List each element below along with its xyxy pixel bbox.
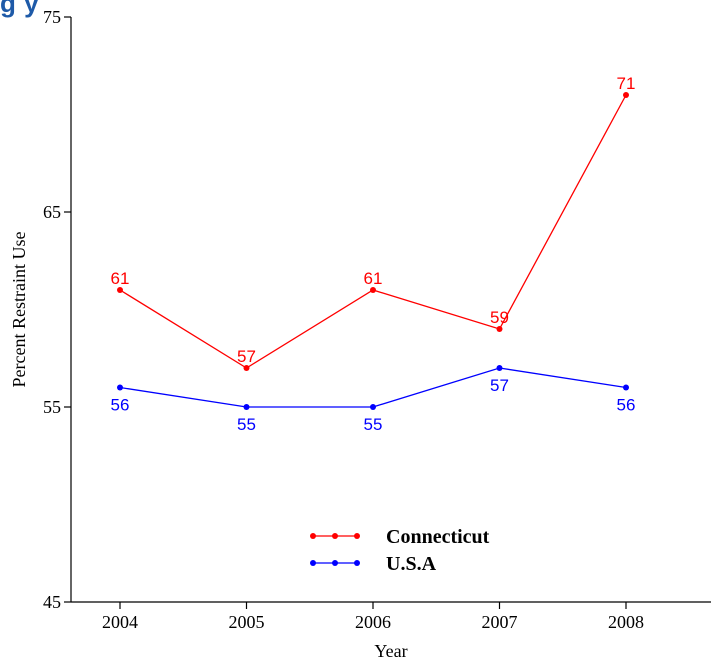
data-point [370,404,376,410]
series-u-s-a: 56 55 55 57 56 [111,365,636,434]
x-tick-label: 2005 [229,612,265,632]
data-label: 55 [364,415,383,434]
axes [70,17,711,603]
data-point [243,404,250,410]
series-connecticut: 61 57 61 59 71 [111,74,636,371]
legend-marker [332,533,338,539]
legend-marker [354,560,360,566]
data-label: 59 [490,308,509,327]
data-point [243,365,250,371]
data-point [623,384,629,391]
legend-item: U.S.A [310,553,437,575]
data-label: 56 [111,396,130,415]
legend-item: Connecticut [310,526,490,548]
data-point [496,326,503,332]
legend: Connecticut U.S.A [310,526,490,575]
legend-marker [354,533,360,539]
data-label: 55 [237,415,256,434]
legend-marker [332,560,338,566]
data-label: 57 [237,347,256,366]
data-label: 57 [490,376,509,395]
data-point [117,384,123,391]
x-tick-label: 2004 [102,612,138,632]
x-tick-label: 2008 [608,612,644,632]
legend-marker [310,533,316,539]
data-label: 71 [617,74,636,93]
data-point [117,287,123,293]
y-tick-label: 65 [43,202,61,222]
y-axis-label: Percent Restraint Use [9,232,29,388]
data-point [496,365,503,371]
legend-label: Connecticut [386,526,490,548]
x-axis-ticks: 2004 2005 2006 2007 2008 [102,602,644,632]
x-axis-label: Year [374,641,407,661]
data-label: 56 [617,396,636,415]
data-point [370,287,376,293]
y-tick-label: 55 [43,397,61,417]
x-tick-label: 2007 [482,612,518,632]
y-tick-label: 75 [43,7,61,27]
y-tick-label: 45 [43,592,61,612]
legend-marker [310,560,316,566]
data-point [623,92,629,98]
data-label: 61 [364,269,383,288]
x-tick-label: 2006 [355,612,391,632]
series-layer: 61 57 61 59 71 56 55 55 57 56 [111,74,636,434]
series-line [119,94,627,369]
y-axis-ticks: 45 55 65 75 [43,7,71,612]
data-label: 61 [111,269,130,288]
series-line [119,367,627,408]
page-title: g y [0,0,40,18]
legend-label: U.S.A [386,553,437,575]
